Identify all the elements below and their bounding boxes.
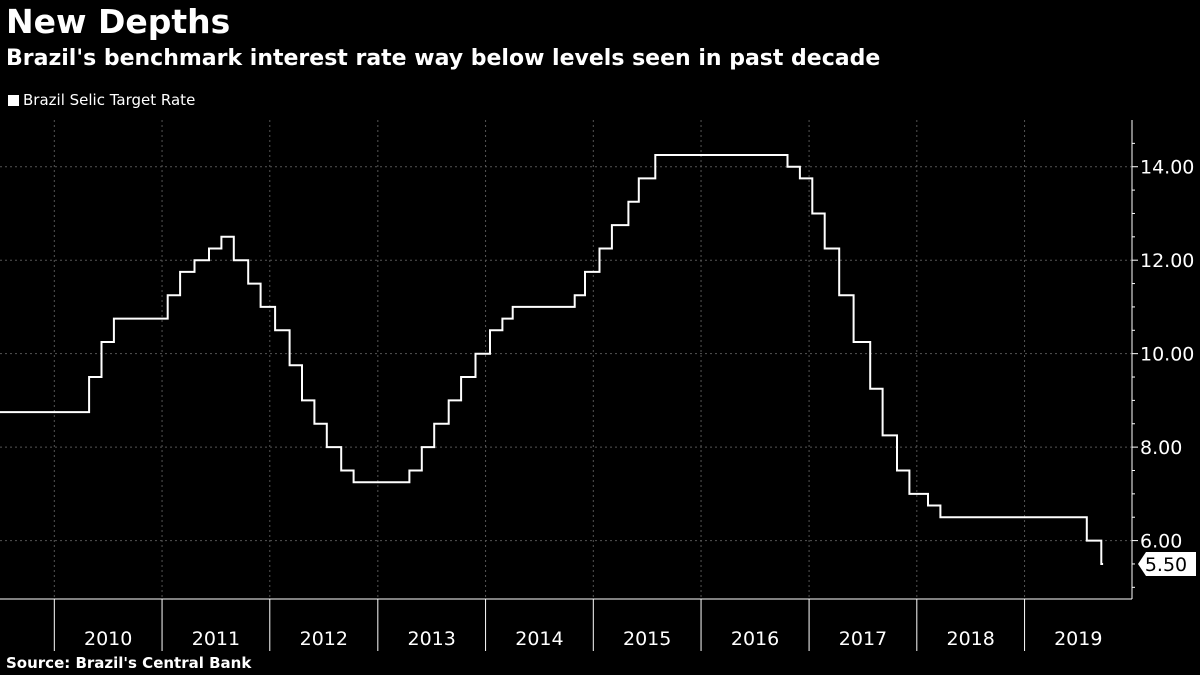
series-line-selic [0, 154, 1104, 565]
legend: Brazil Selic Target Rate [8, 91, 195, 109]
chart-title: New Depths [6, 2, 231, 41]
x-tick-label: 2019 [1054, 628, 1102, 650]
x-tick-label: 2017 [839, 628, 887, 650]
x-tick-label: 2014 [515, 628, 563, 650]
x-tick-label: 2010 [84, 628, 132, 650]
x-tick-label: 2015 [623, 628, 671, 650]
x-tick-label: 2012 [300, 628, 348, 650]
y-tick-label: 12.00 [1140, 250, 1194, 272]
source-note: Source: Brazil's Central Bank [6, 654, 252, 672]
chart-subtitle: Brazil's benchmark interest rate way bel… [6, 46, 881, 71]
last-value-callout [1138, 551, 1196, 576]
legend-label: Brazil Selic Target Rate [23, 91, 196, 109]
x-tick-label: 2013 [408, 628, 456, 650]
y-tick-label: 8.00 [1140, 437, 1182, 459]
y-tick-label: 6.00 [1140, 531, 1182, 553]
x-tick-label: 2011 [192, 628, 240, 650]
y-tick-label: 14.00 [1140, 157, 1194, 179]
legend-swatch [8, 94, 19, 106]
last-value-label: 5.50 [1145, 554, 1187, 576]
x-tick-label: 2016 [731, 628, 779, 650]
y-tick-label: 10.00 [1140, 344, 1194, 366]
x-tick-label: 2018 [947, 628, 995, 650]
